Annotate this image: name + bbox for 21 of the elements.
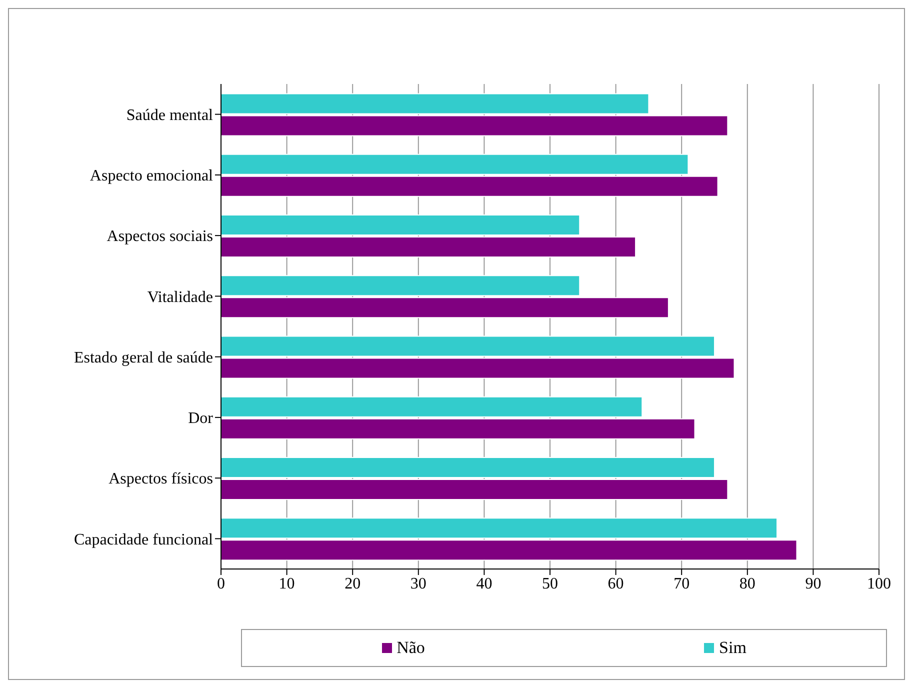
x-tick-label: 80 <box>739 575 756 592</box>
y-tick-label: Vitalidade <box>147 288 213 306</box>
legend-label: Não <box>396 638 425 658</box>
x-tick-label: 40 <box>476 575 492 592</box>
x-tick-label: 10 <box>278 575 295 592</box>
x-tick-label: 60 <box>608 575 624 592</box>
y-tick-label: Aspecto emocional <box>90 168 214 185</box>
x-tick-label: 30 <box>410 575 426 592</box>
y-tick-label: Capacidade funcional <box>74 531 214 548</box>
y-tick-label: Dor <box>188 410 214 428</box>
x-tick-label: 90 <box>805 575 822 592</box>
y-tick-label: Saúde mental <box>126 106 214 124</box>
y-tick-label: Aspectos físicos <box>108 470 213 488</box>
y-tick-label: Estado geral de saúde <box>74 349 213 366</box>
x-tick-label: 50 <box>542 575 558 592</box>
x-tick-label: 20 <box>344 575 361 592</box>
y-tick-label: Aspectos sociais <box>106 228 213 246</box>
x-tick-label: 100 <box>867 575 891 592</box>
legend-label: Sim <box>719 638 746 658</box>
x-tick-label: 70 <box>674 575 690 592</box>
x-tick-label: 0 <box>217 575 225 592</box>
